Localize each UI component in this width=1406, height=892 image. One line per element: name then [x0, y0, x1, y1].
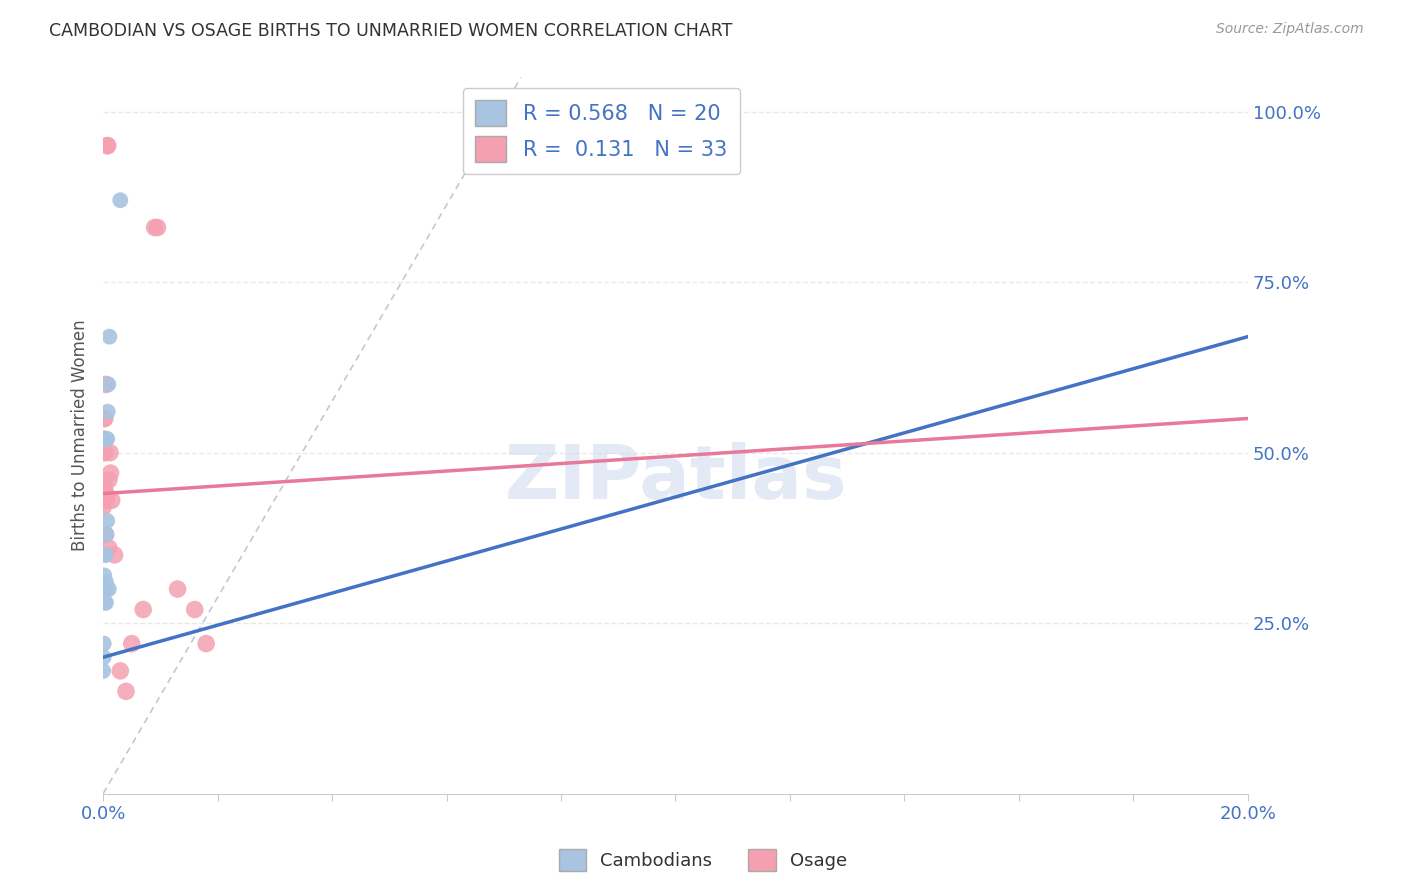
- Point: [97, 582, 120, 596]
- Point: [96, 527, 118, 541]
- Point: [94, 377, 117, 392]
- Point: [110, 193, 132, 207]
- Point: [146, 220, 169, 235]
- Point: [166, 582, 188, 596]
- Point: [195, 637, 218, 651]
- Point: [97, 541, 120, 555]
- Y-axis label: Births to Unmarried Women: Births to Unmarried Women: [72, 319, 89, 551]
- Point: [132, 602, 155, 616]
- Point: [93, 411, 115, 425]
- Point: [93, 445, 115, 459]
- Point: [98, 445, 121, 459]
- Point: [115, 684, 138, 698]
- Point: [91, 486, 114, 500]
- Text: ZIPatlas: ZIPatlas: [505, 442, 846, 515]
- Point: [143, 220, 166, 235]
- Point: [91, 664, 114, 678]
- Point: [91, 500, 114, 515]
- Point: [94, 411, 117, 425]
- Point: [103, 548, 125, 562]
- Point: [94, 486, 117, 500]
- Point: [97, 473, 120, 487]
- Point: [96, 493, 118, 508]
- Point: [94, 582, 117, 596]
- Point: [93, 480, 115, 494]
- Point: [94, 596, 117, 610]
- Point: [94, 582, 117, 596]
- Point: [100, 466, 122, 480]
- Point: [96, 432, 118, 446]
- Point: [94, 575, 117, 590]
- Point: [121, 637, 143, 651]
- Point: [97, 138, 120, 153]
- Point: [97, 405, 120, 419]
- Point: [93, 637, 115, 651]
- Point: [91, 527, 114, 541]
- Text: Source: ZipAtlas.com: Source: ZipAtlas.com: [1216, 22, 1364, 37]
- Point: [93, 582, 115, 596]
- Point: [94, 596, 117, 610]
- Point: [100, 493, 122, 508]
- Point: [94, 527, 117, 541]
- Point: [96, 432, 118, 446]
- Point: [93, 650, 115, 665]
- Text: CAMBODIAN VS OSAGE BIRTHS TO UNMARRIED WOMEN CORRELATION CHART: CAMBODIAN VS OSAGE BIRTHS TO UNMARRIED W…: [49, 22, 733, 40]
- Point: [93, 480, 115, 494]
- Point: [96, 138, 118, 153]
- Legend: R = 0.568   N = 20, R =  0.131   N = 33: R = 0.568 N = 20, R = 0.131 N = 33: [463, 87, 740, 174]
- Legend: Cambodians, Osage: Cambodians, Osage: [551, 842, 855, 879]
- Point: [183, 602, 205, 616]
- Point: [94, 548, 117, 562]
- Point: [96, 514, 118, 528]
- Point: [93, 432, 115, 446]
- Point: [94, 548, 117, 562]
- Point: [97, 377, 120, 392]
- Point: [94, 445, 117, 459]
- Point: [110, 664, 132, 678]
- Point: [98, 329, 121, 343]
- Point: [93, 568, 115, 582]
- Point: [93, 493, 115, 508]
